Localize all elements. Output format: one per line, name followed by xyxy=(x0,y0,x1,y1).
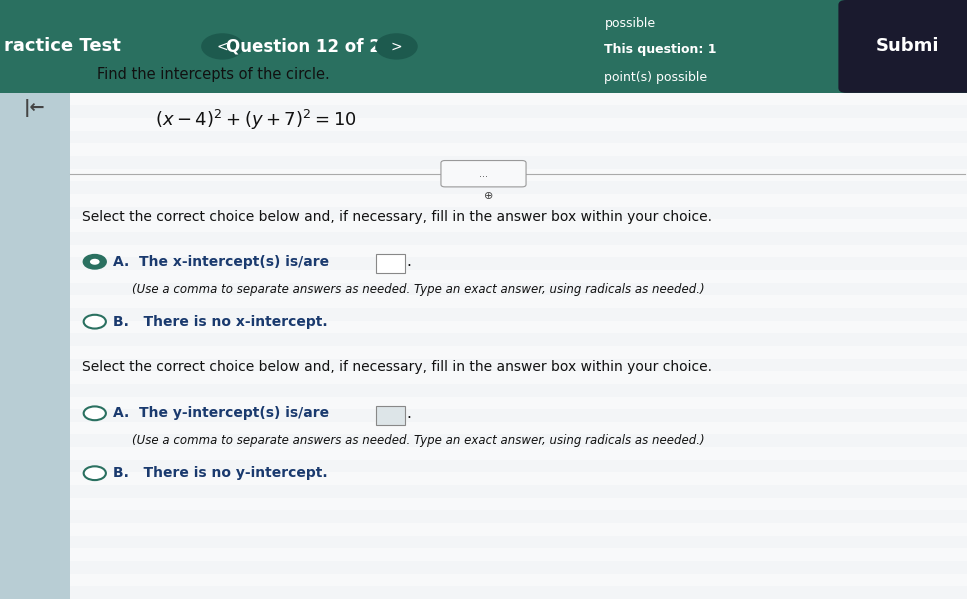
FancyBboxPatch shape xyxy=(70,169,967,181)
FancyBboxPatch shape xyxy=(70,207,967,219)
Text: A.  The x-intercept(s) is/are: A. The x-intercept(s) is/are xyxy=(113,255,330,269)
Text: <: < xyxy=(217,40,228,53)
FancyBboxPatch shape xyxy=(70,283,967,295)
FancyBboxPatch shape xyxy=(70,574,967,586)
FancyBboxPatch shape xyxy=(70,498,967,510)
FancyBboxPatch shape xyxy=(70,409,967,422)
FancyBboxPatch shape xyxy=(441,161,526,187)
Text: Select the correct choice below and, if necessary, fill in the answer box within: Select the correct choice below and, if … xyxy=(82,359,712,374)
FancyBboxPatch shape xyxy=(70,105,967,118)
FancyBboxPatch shape xyxy=(70,460,967,473)
FancyBboxPatch shape xyxy=(70,245,967,258)
Text: >: > xyxy=(391,40,402,53)
Text: ...: ... xyxy=(479,169,488,179)
FancyBboxPatch shape xyxy=(70,473,967,485)
FancyBboxPatch shape xyxy=(70,586,967,599)
FancyBboxPatch shape xyxy=(70,232,967,245)
Text: |←: |← xyxy=(24,99,45,117)
FancyBboxPatch shape xyxy=(70,181,967,194)
FancyBboxPatch shape xyxy=(70,144,967,156)
FancyBboxPatch shape xyxy=(70,510,967,523)
Text: .: . xyxy=(406,254,411,270)
Text: (Use a comma to separate answers as needed. Type an exact answer, using radicals: (Use a comma to separate answers as need… xyxy=(132,283,705,296)
Text: possible: possible xyxy=(604,17,656,30)
Text: ractice Test: ractice Test xyxy=(4,37,121,56)
Circle shape xyxy=(84,406,106,420)
Text: (Use a comma to separate answers as needed. Type an exact answer, using radicals: (Use a comma to separate answers as need… xyxy=(132,434,705,447)
FancyBboxPatch shape xyxy=(0,93,70,599)
FancyBboxPatch shape xyxy=(70,422,967,434)
FancyBboxPatch shape xyxy=(70,397,967,409)
FancyBboxPatch shape xyxy=(70,93,967,599)
FancyBboxPatch shape xyxy=(70,384,967,397)
FancyBboxPatch shape xyxy=(70,194,967,207)
Text: point(s) possible: point(s) possible xyxy=(604,71,708,84)
FancyBboxPatch shape xyxy=(70,308,967,320)
FancyBboxPatch shape xyxy=(70,549,967,561)
FancyBboxPatch shape xyxy=(70,156,967,169)
FancyBboxPatch shape xyxy=(70,219,967,232)
FancyBboxPatch shape xyxy=(838,0,967,93)
FancyBboxPatch shape xyxy=(70,359,967,371)
FancyBboxPatch shape xyxy=(70,536,967,549)
FancyBboxPatch shape xyxy=(70,118,967,131)
Text: A.  The y-intercept(s) is/are: A. The y-intercept(s) is/are xyxy=(113,406,330,420)
Circle shape xyxy=(84,466,106,480)
FancyBboxPatch shape xyxy=(70,320,967,333)
FancyBboxPatch shape xyxy=(70,346,967,359)
FancyBboxPatch shape xyxy=(0,0,967,93)
FancyBboxPatch shape xyxy=(70,270,967,283)
Text: B.   There is no x-intercept.: B. There is no x-intercept. xyxy=(113,314,328,329)
Circle shape xyxy=(84,315,106,328)
Text: Select the correct choice below and, if necessary, fill in the answer box within: Select the correct choice below and, if … xyxy=(82,210,712,224)
Circle shape xyxy=(201,33,244,60)
Text: This question: 1: This question: 1 xyxy=(604,43,717,56)
FancyBboxPatch shape xyxy=(70,447,967,460)
FancyBboxPatch shape xyxy=(70,131,967,144)
FancyBboxPatch shape xyxy=(70,371,967,384)
FancyBboxPatch shape xyxy=(376,254,405,273)
Text: Submi: Submi xyxy=(875,37,939,56)
FancyBboxPatch shape xyxy=(70,295,967,308)
FancyBboxPatch shape xyxy=(376,406,405,425)
FancyBboxPatch shape xyxy=(70,485,967,498)
FancyBboxPatch shape xyxy=(70,561,967,574)
Circle shape xyxy=(375,33,418,60)
FancyBboxPatch shape xyxy=(70,93,967,105)
Circle shape xyxy=(90,259,100,265)
Circle shape xyxy=(84,255,106,269)
FancyBboxPatch shape xyxy=(70,523,967,536)
Text: .: . xyxy=(406,406,411,421)
Text: $(x-4)^2+(y+7)^2=10$: $(x-4)^2+(y+7)^2=10$ xyxy=(155,108,356,132)
Text: ⊕: ⊕ xyxy=(484,192,493,201)
FancyBboxPatch shape xyxy=(70,434,967,447)
Text: Question 12 of 20: Question 12 of 20 xyxy=(226,37,393,56)
FancyBboxPatch shape xyxy=(70,333,967,346)
Text: Find the intercepts of the circle.: Find the intercepts of the circle. xyxy=(97,67,330,83)
FancyBboxPatch shape xyxy=(70,258,967,270)
Text: B.   There is no y-intercept.: B. There is no y-intercept. xyxy=(113,466,328,480)
